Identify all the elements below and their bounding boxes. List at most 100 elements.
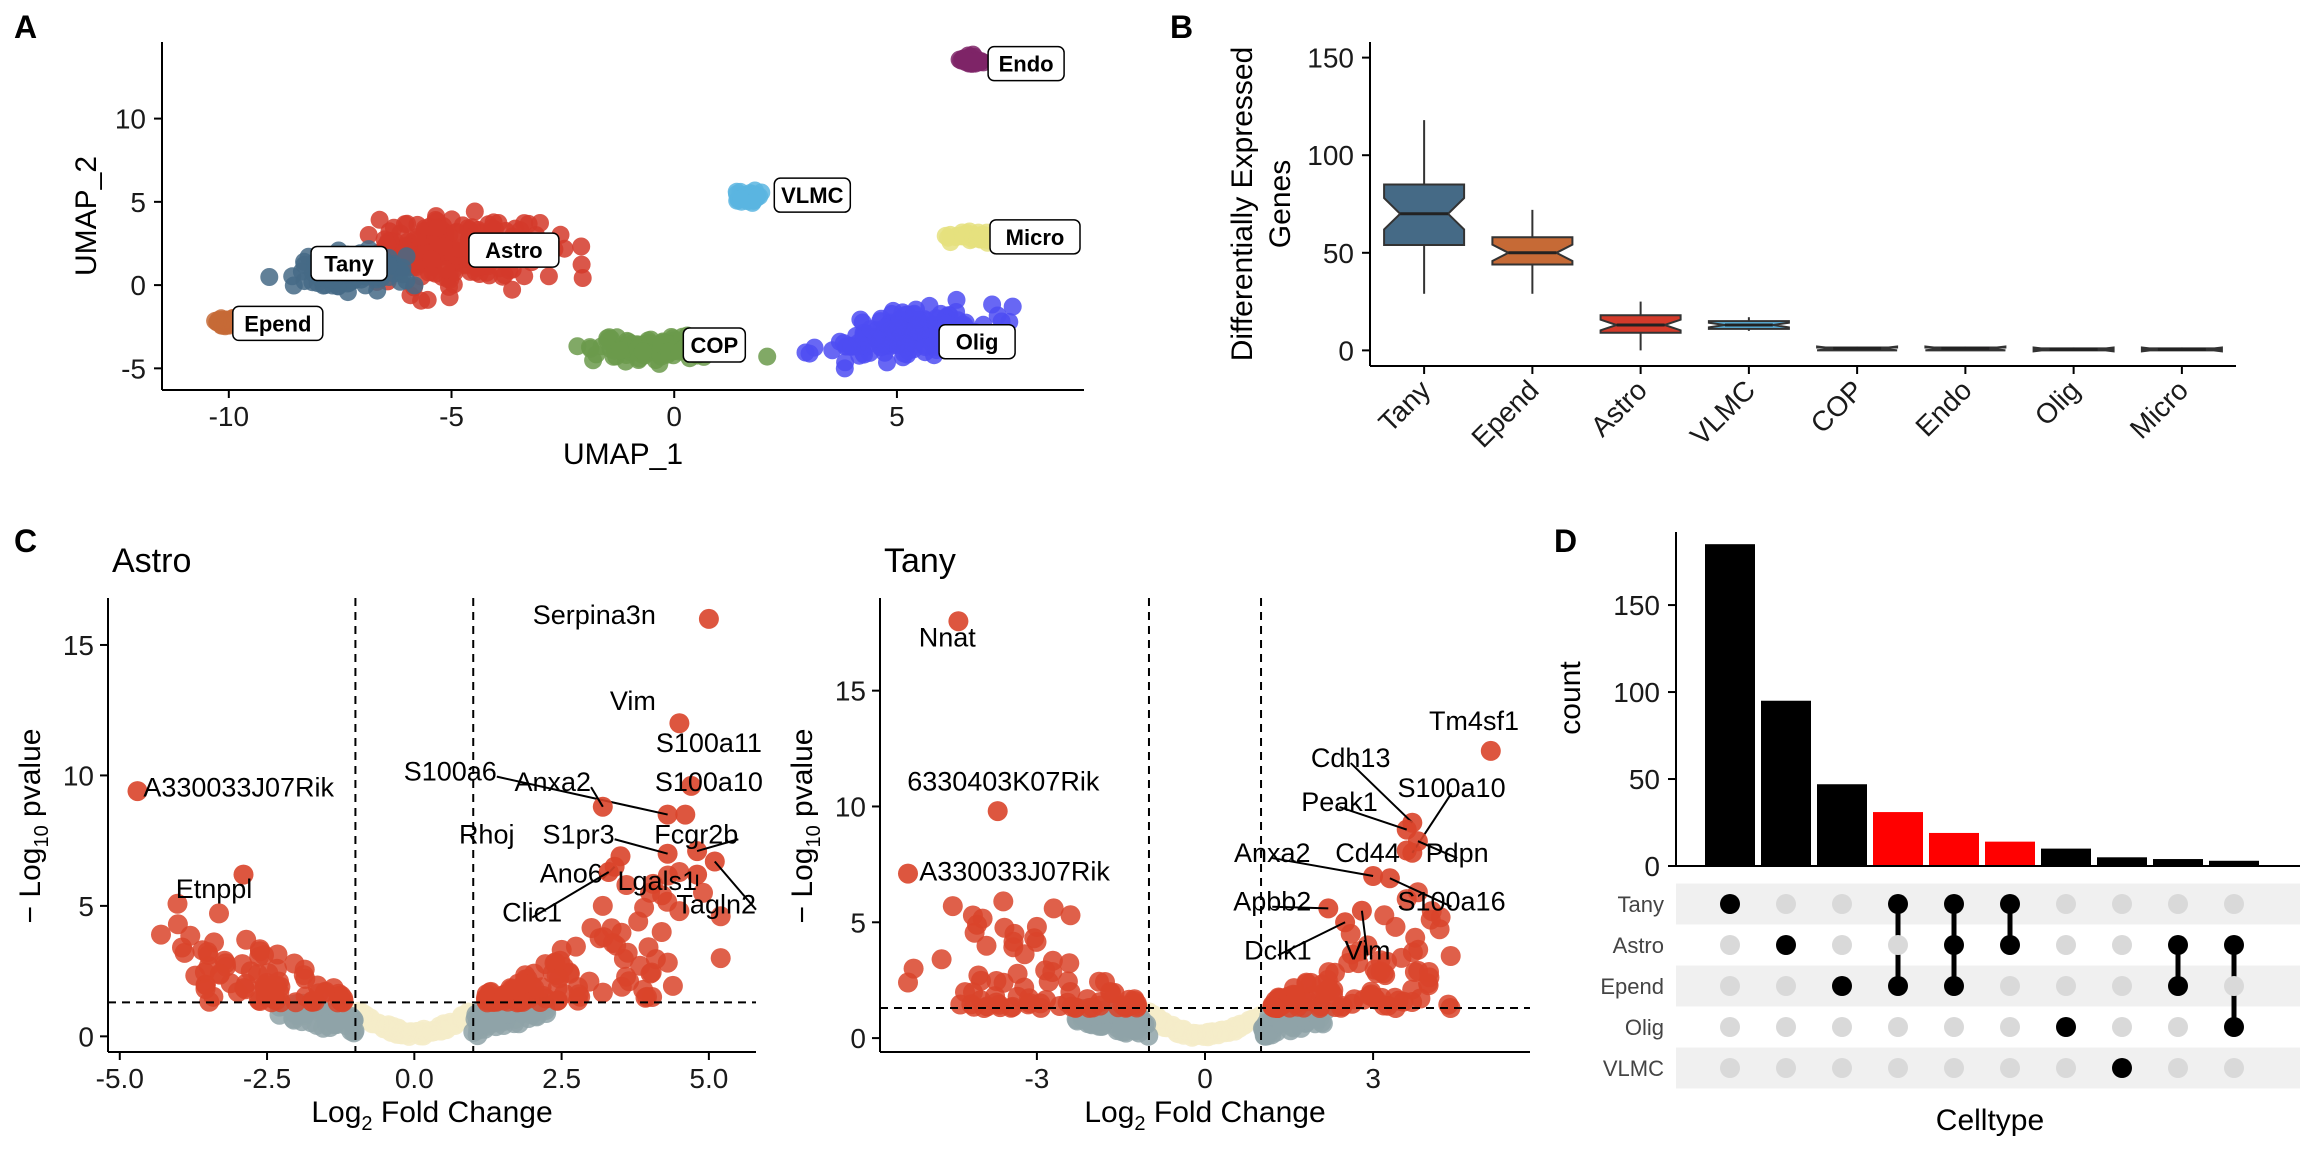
box-micro: [2140, 346, 2223, 353]
umap-cluster-labels: Astro Tany Epend COP Olig VLMC Micro Endo: [232, 45, 1081, 363]
upset-panel: 0 50 100 150 count Tany Astro Epend Olig VLMC C…: [1554, 532, 2300, 1137]
umap-point: [338, 283, 357, 302]
upset-dot-off: [2112, 976, 2132, 996]
umap-point: [568, 337, 587, 356]
gene-label-tm4sf1: Tm4sf1: [1429, 706, 1519, 761]
boxplot-y-axis-title-line2: Genes: [1264, 160, 1297, 248]
umap-point: [428, 218, 447, 237]
upset-dot-off: [2168, 1017, 2188, 1037]
upset-matrix-band: [1676, 1047, 2300, 1089]
upset-set-label: Astro: [1613, 933, 1664, 958]
upset-dot-off: [2112, 894, 2132, 914]
gene-label-vim: Vim: [610, 686, 690, 734]
upset-dot-off: [2224, 894, 2244, 914]
svg-text:Tm4sf1: Tm4sf1: [1429, 706, 1519, 736]
upset-y-tick-label: 100: [1613, 677, 1660, 708]
volcano-point: [651, 922, 672, 942]
upset-matrix: Tany Astro Epend Olig VLMC: [1600, 883, 2300, 1089]
umap-x-tick-label: 5: [889, 401, 905, 432]
upset-bar: [2153, 859, 2203, 866]
umap-label-epend: Epend: [232, 305, 324, 342]
volcano-astro-y-axis-title: − Log10 pvalue: [14, 729, 53, 924]
volcano-point: [931, 949, 952, 970]
svg-text:Cdh13: Cdh13: [1311, 743, 1391, 773]
box-x-tick-label: Tany: [1373, 374, 1437, 438]
volcano-y-tick-label: 10: [63, 760, 94, 791]
box-vlmc: [1707, 317, 1790, 331]
umap-point: [408, 215, 427, 234]
umap-y-tick-label: 5: [130, 187, 146, 218]
svg-text:Endo: Endo: [999, 52, 1054, 77]
volcano-point: [942, 896, 963, 917]
svg-text:Epend: Epend: [244, 311, 311, 336]
upset-bar: [2097, 857, 2147, 866]
upset-dot-on: [1888, 976, 1908, 996]
umap-point: [440, 288, 459, 307]
upset-y-tick-label: 0: [1644, 851, 1660, 882]
svg-text:Serpina3n: Serpina3n: [533, 600, 656, 630]
upset-bar: [1761, 700, 1811, 866]
volcano-y-tick-label: 0: [78, 1021, 94, 1052]
svg-text:6330403K07Rik: 6330403K07Rik: [907, 766, 1100, 796]
umap-point: [465, 202, 484, 221]
volcano-y-tick-label: 15: [63, 630, 94, 661]
umap-point: [434, 237, 453, 256]
upset-dot-on: [1944, 894, 1964, 914]
svg-text:Peak1: Peak1: [1301, 787, 1378, 817]
umap-point: [422, 250, 441, 268]
svg-text:Dclk1: Dclk1: [1244, 935, 1312, 965]
upset-dot-off: [1720, 1058, 1740, 1078]
svg-text:Anxa2: Anxa2: [1234, 838, 1311, 868]
box-x-tick-label: Endo: [1909, 374, 1977, 442]
upset-dot-off: [1944, 1017, 1964, 1037]
umap-point: [292, 262, 311, 281]
svg-text:Vim: Vim: [610, 686, 656, 716]
volcano-tany-y-ticks: 0 5 10 15: [835, 676, 880, 1054]
upset-dot-off: [1888, 935, 1908, 955]
svg-text:Apbb2: Apbb2: [1233, 887, 1311, 917]
upset-bars: [1705, 544, 2259, 866]
gene-label-s100a10: S100a10: [655, 767, 763, 825]
upset-y-ticks: 0 50 100 150: [1613, 590, 1676, 882]
umap-label-olig: Olig: [938, 323, 1016, 360]
box-x-tick-label: Astro: [1585, 374, 1653, 442]
upset-dot-off: [1944, 1058, 1964, 1078]
svg-text:Vim: Vim: [1344, 935, 1390, 965]
volcano-y-tick-label: 10: [835, 791, 866, 822]
upset-set-label: VLMC: [1603, 1056, 1664, 1081]
svg-text:A330033J07Rik: A330033J07Rik: [143, 772, 334, 802]
umap-cluster-olig: [796, 290, 1022, 378]
svg-text:Nnat: Nnat: [919, 623, 977, 653]
svg-text:Tany: Tany: [324, 251, 374, 276]
upset-bar: [1705, 544, 1755, 866]
upset-dot-on: [2168, 935, 2188, 955]
upset-set-label: Epend: [1600, 974, 1664, 999]
umap-point: [573, 269, 592, 287]
umap-cluster-endo: [950, 45, 993, 73]
umap-cluster-vlmc: [727, 181, 771, 212]
gene-label-s100a11: S100a11: [656, 728, 762, 796]
gene-label-anxa2: Anxa2: [1234, 838, 1384, 886]
upset-dot-on: [2056, 1017, 2076, 1037]
upset-dot-off: [2112, 1017, 2132, 1037]
svg-text:Etnppl: Etnppl: [176, 874, 253, 904]
svg-text:Micro: Micro: [1006, 225, 1065, 250]
umap-point: [1003, 297, 1022, 316]
gene-label-tagln2: Tagln2: [676, 851, 757, 920]
umap-y-tick-label: 0: [130, 270, 146, 301]
gene-label-s100a16: S100a16: [1379, 868, 1506, 917]
umap-y-tick-label: -5: [121, 353, 146, 384]
umap-point: [449, 239, 468, 258]
boxplot-boxes: [1383, 120, 2223, 353]
umap-point: [539, 267, 558, 286]
volcano-point: [1060, 905, 1081, 926]
gene-label-cd44: Cd44: [1335, 838, 1417, 868]
volcano-point: [710, 948, 731, 969]
umap-point: [519, 214, 538, 233]
svg-text:S100a11: S100a11: [656, 728, 762, 758]
svg-text:Astro: Astro: [485, 238, 542, 263]
upset-y-axis-title: count: [1554, 661, 1587, 735]
volcano-point: [1026, 916, 1047, 937]
gene-label-clic1: Clic1: [502, 862, 619, 928]
